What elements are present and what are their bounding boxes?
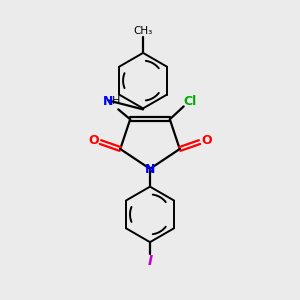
- Text: Cl: Cl: [183, 95, 196, 108]
- Text: O: O: [201, 134, 212, 147]
- Text: CH₃: CH₃: [134, 26, 153, 36]
- Text: I: I: [147, 254, 153, 268]
- Text: H: H: [112, 97, 121, 106]
- Text: N: N: [103, 95, 114, 108]
- Text: N: N: [145, 163, 155, 176]
- Text: O: O: [88, 134, 99, 147]
